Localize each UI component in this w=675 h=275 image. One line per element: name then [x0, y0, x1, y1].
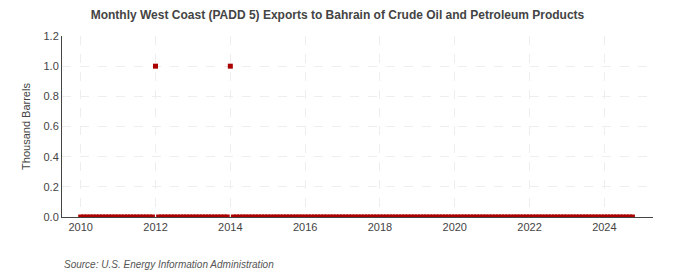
svg-text:1.2: 1.2 [44, 30, 59, 42]
svg-text:Monthly West Coast (PADD 5) Ex: Monthly West Coast (PADD 5) Exports to B… [91, 8, 585, 22]
svg-text:2014: 2014 [218, 221, 242, 233]
svg-text:1.0: 1.0 [44, 60, 59, 72]
svg-text:2020: 2020 [443, 221, 467, 233]
svg-text:0.4: 0.4 [44, 151, 59, 163]
svg-text:2018: 2018 [368, 221, 392, 233]
svg-text:2010: 2010 [68, 221, 92, 233]
svg-text:Thousand Barrels: Thousand Barrels [20, 83, 32, 170]
svg-text:2012: 2012 [143, 221, 167, 233]
svg-text:0.6: 0.6 [44, 120, 59, 132]
svg-text:0.0: 0.0 [44, 211, 59, 223]
svg-text:0.8: 0.8 [44, 90, 59, 102]
svg-text:2016: 2016 [293, 221, 317, 233]
svg-text:2022: 2022 [517, 221, 541, 233]
svg-text:2024: 2024 [592, 221, 616, 233]
svg-text:Source: U.S. Energy Informatio: Source: U.S. Energy Information Administ… [64, 259, 274, 270]
svg-text:0.2: 0.2 [44, 181, 59, 193]
